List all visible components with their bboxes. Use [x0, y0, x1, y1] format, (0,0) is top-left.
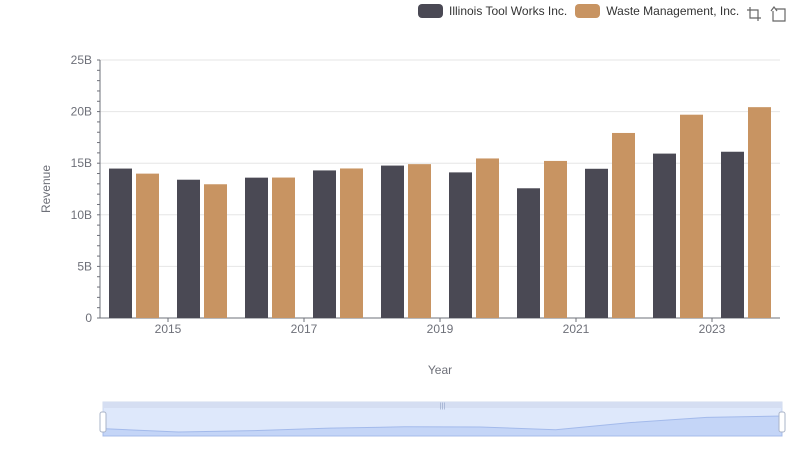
- y-tick-label: 25B: [71, 53, 92, 67]
- datazoom-handle-right[interactable]: [778, 411, 786, 433]
- legend-swatch-waste-management: [575, 4, 601, 18]
- bar-waste-management-2022: [680, 114, 703, 318]
- datazoom-top-bar: [103, 402, 782, 408]
- bar-waste-management-2017: [340, 168, 363, 318]
- bar-illinois-tool-works-2020: [517, 188, 540, 318]
- toolbox: [746, 6, 786, 22]
- bar-waste-management-2020: [544, 160, 567, 318]
- legend-label-illinois-tool-works: Illinois Tool Works Inc.: [449, 4, 568, 18]
- zoom-icon[interactable]: [746, 6, 762, 22]
- y-tick-label: 15B: [71, 156, 92, 170]
- bar-illinois-tool-works-2014: [109, 168, 132, 318]
- y-tick-label: 5B: [77, 259, 92, 273]
- bar-waste-management-2014: [136, 173, 159, 318]
- bar-waste-management-2023: [748, 107, 771, 318]
- bar-waste-management-2018: [408, 164, 431, 318]
- bar-waste-management-2015: [204, 184, 227, 318]
- legend-item-illinois-tool-works[interactable]: Illinois Tool Works Inc.: [418, 4, 567, 18]
- x-tick-label: 2017: [291, 322, 318, 336]
- datazoom-selection: [103, 408, 782, 436]
- legend-swatch-illinois-tool-works: [418, 4, 443, 18]
- bar-illinois-tool-works-2015: [177, 179, 200, 318]
- datazoom-grip-icon: |||: [440, 403, 446, 410]
- legend: Illinois Tool Works Inc. Waste Managemen…: [418, 4, 739, 18]
- bar-waste-management-2019: [476, 158, 499, 318]
- bar-illinois-tool-works-2016: [245, 177, 268, 318]
- y-tick-label: 0: [85, 311, 92, 325]
- y-tick-label: 20B: [71, 105, 92, 119]
- bar-illinois-tool-works-2019: [449, 172, 472, 318]
- x-tick-label: 2015: [155, 322, 182, 336]
- x-tick-label: 2021: [563, 322, 590, 336]
- x-tick-label: 2023: [699, 322, 726, 336]
- bar-illinois-tool-works-2023: [721, 151, 744, 318]
- legend-label-waste-management: Waste Management, Inc.: [606, 4, 740, 18]
- x-tick-label: 2019: [427, 322, 454, 336]
- y-tick-label: 10B: [71, 208, 92, 222]
- bar-waste-management-2021: [612, 132, 635, 318]
- x-axis-title: Year: [428, 363, 452, 377]
- bar-illinois-tool-works-2017: [313, 170, 336, 318]
- bar-illinois-tool-works-2022: [653, 153, 676, 318]
- bar-illinois-tool-works-2021: [585, 168, 608, 318]
- legend-item-waste-management[interactable]: Waste Management, Inc.: [575, 4, 739, 18]
- y-axis-title: Revenue: [39, 165, 53, 213]
- bar-illinois-tool-works-2018: [381, 165, 404, 318]
- datazoom-handle-left[interactable]: [99, 411, 107, 433]
- datazoom-slider[interactable]: |||: [99, 401, 786, 437]
- restore-icon[interactable]: [770, 6, 786, 22]
- bar-waste-management-2016: [272, 177, 295, 318]
